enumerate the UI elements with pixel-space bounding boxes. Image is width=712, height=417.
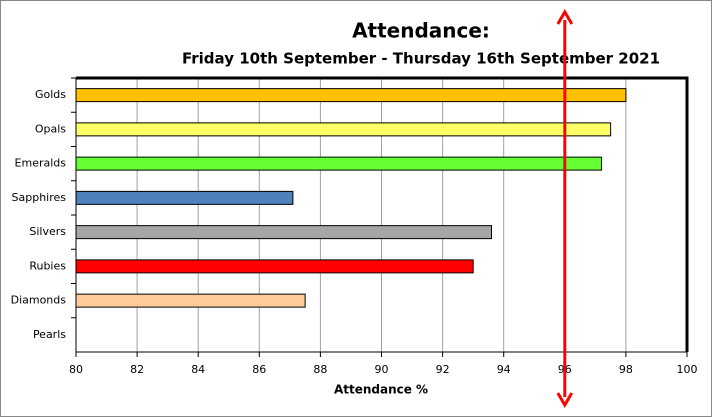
x-tick-label: 80 (69, 363, 83, 376)
chart-subtitle: Friday 10th September - Thursday 16th Se… (182, 50, 660, 68)
bar (75, 293, 306, 308)
y-tick-label: Pearls (33, 328, 66, 341)
x-tick-label: 90 (375, 363, 389, 376)
arrow-head (556, 392, 574, 408)
bar (75, 190, 294, 205)
x-tick-label: 92 (436, 363, 450, 376)
y-tick-label: Sapphires (12, 191, 67, 204)
bar (75, 259, 474, 274)
chart-title: Attendance: (352, 19, 490, 43)
bar (75, 225, 492, 240)
bar (75, 122, 612, 137)
y-tick-label: Rubies (29, 259, 66, 272)
bar (75, 88, 627, 103)
y-tick-label: Opals (35, 122, 66, 135)
y-tick-label: Silvers (29, 225, 66, 238)
x-tick-label: 98 (619, 363, 633, 376)
x-tick-label: 100 (677, 363, 698, 376)
arrow-head (556, 9, 574, 25)
y-tick-label: Diamonds (11, 294, 67, 307)
plot-area: 80828486889092949698100GoldsOpalsEmerald… (11, 76, 698, 376)
x-tick-label: 82 (130, 363, 144, 376)
bar (75, 156, 602, 171)
x-tick-label: 88 (313, 363, 327, 376)
y-tick-label: Golds (35, 88, 66, 101)
x-axis-label: Attendance % (334, 383, 428, 397)
x-tick-label: 84 (191, 363, 205, 376)
x-tick-label: 94 (497, 363, 511, 376)
y-tick-label: Emeralds (15, 157, 67, 170)
x-tick-label: 86 (252, 363, 266, 376)
